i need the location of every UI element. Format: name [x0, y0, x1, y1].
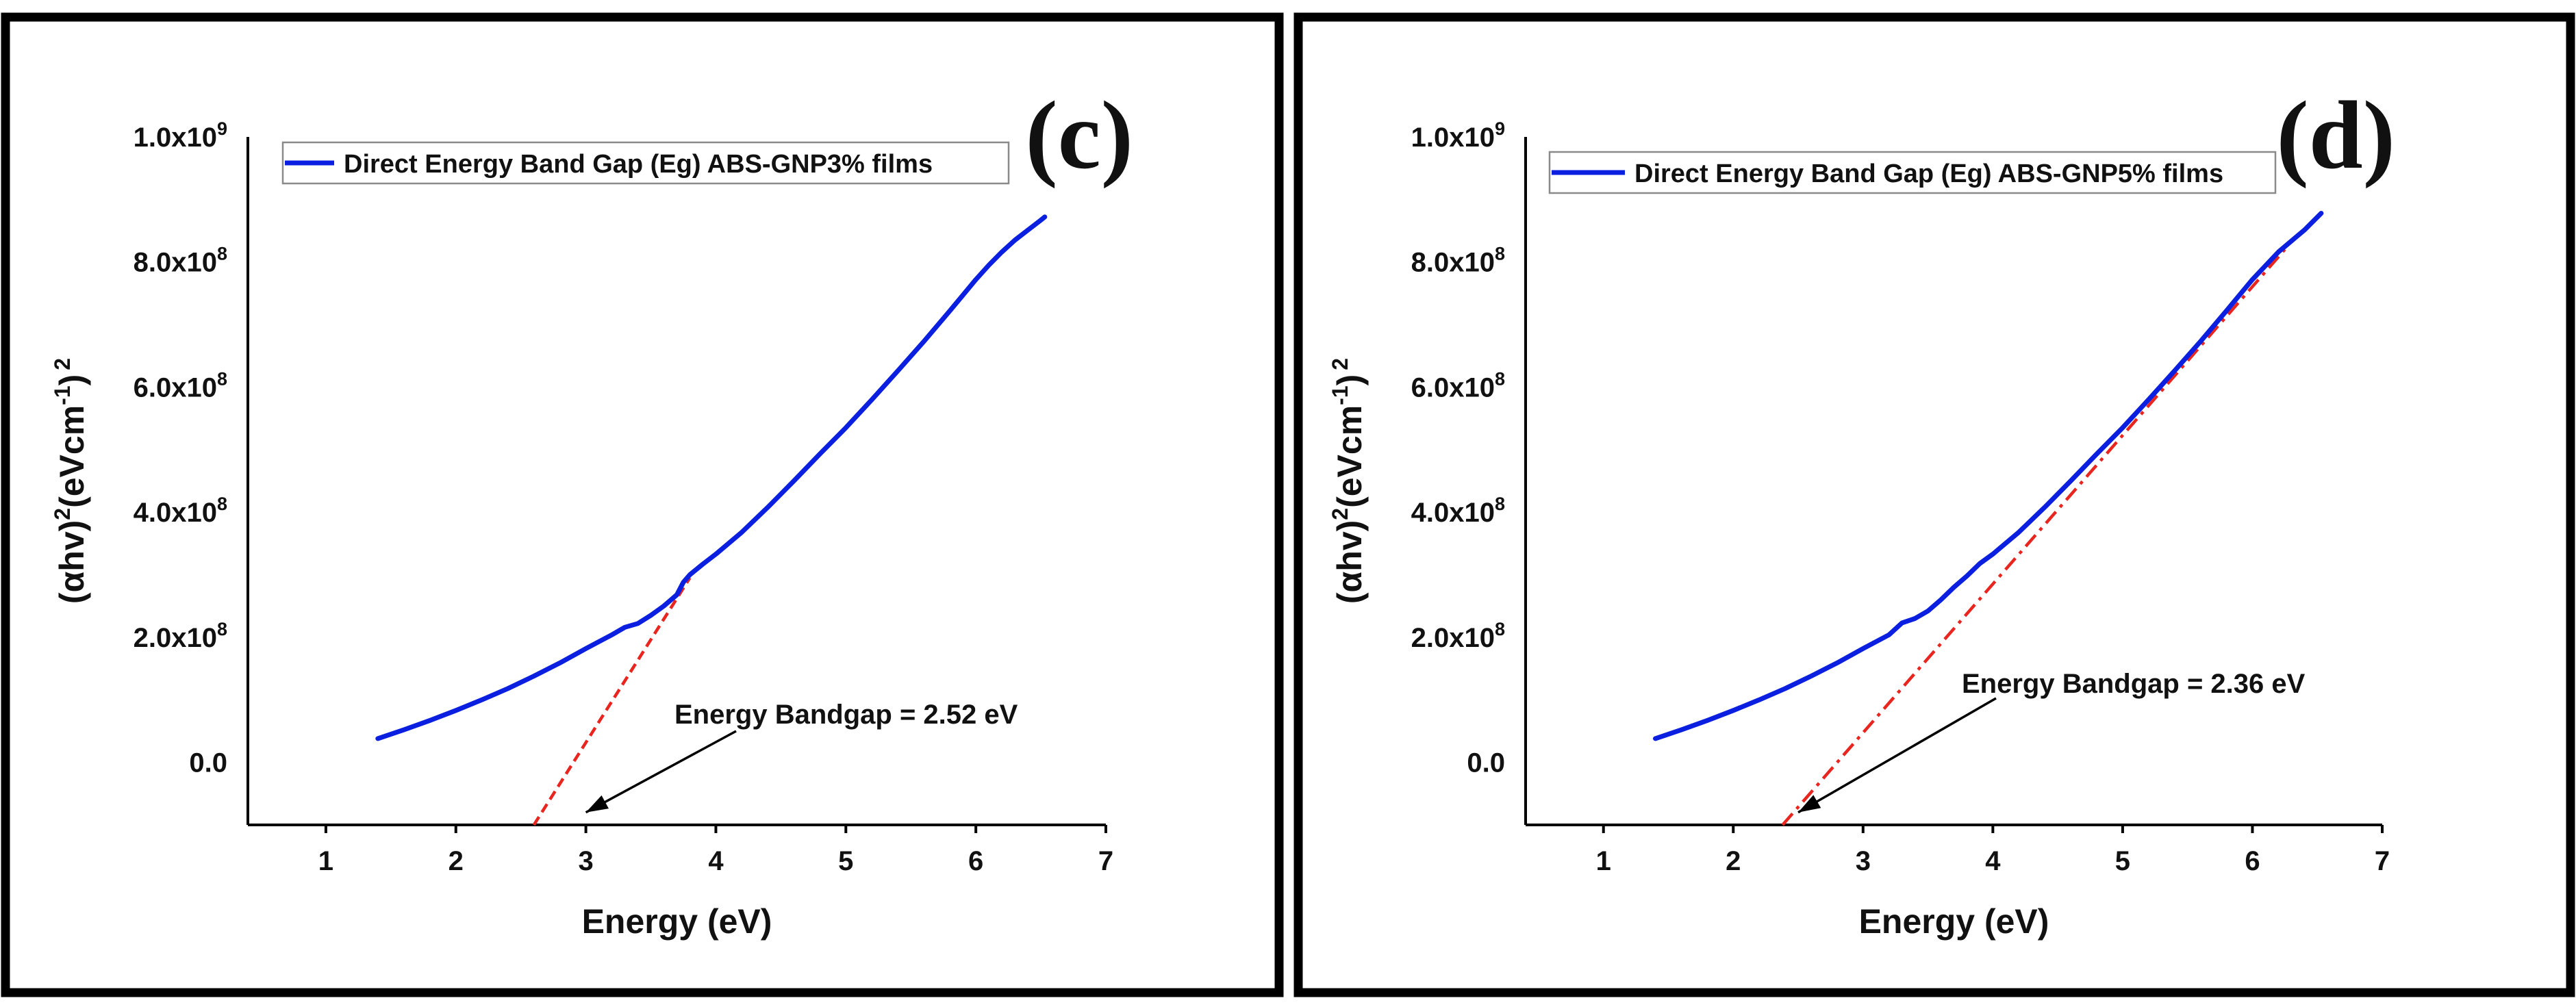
x-tick-label: 4	[1985, 846, 2001, 876]
legend: Direct Energy Band Gap (Eg) ABS-GNP3% fi…	[281, 141, 1010, 185]
panel-c-frame	[1, 12, 1284, 997]
panel-c: 1 2 3 4 5 6 7 0.0 2.0x108 4.0x108 6.0x108 8.0x108 1.…	[50, 81, 1133, 941]
panel-label-d: (d)	[2276, 81, 2395, 189]
tangent-fit-line	[532, 576, 692, 826]
x-axis-title: Energy (eV)	[1859, 902, 2049, 941]
x-tick-label: 3	[1856, 846, 1871, 876]
x-tick-label: 2	[449, 846, 464, 876]
x-tick-label: 5	[838, 846, 853, 876]
y-tick-label: 6.0x108	[1411, 368, 1505, 403]
y-tick-label: 4.0x108	[134, 494, 227, 528]
y-axis-title: (αhv)2(eVcm-1)2	[50, 358, 91, 604]
legend-label: Direct Energy Band Gap (Eg) ABS-GNP5% fi…	[1634, 160, 2223, 188]
x-tick-label: 5	[2115, 846, 2130, 876]
legend: Direct Energy Band Gap (Eg) ABS-GNP5% fi…	[1548, 151, 2277, 194]
series-line-d	[1653, 211, 2324, 741]
x-tick-label: 7	[2375, 846, 2390, 876]
annotation-arrowhead	[1798, 795, 1821, 813]
y-tick-label: 2.0x108	[1411, 619, 1505, 653]
x-tick-label: 6	[968, 846, 983, 876]
y-tick-label: 8.0x108	[1411, 244, 1505, 278]
bandgap-annotation: Energy Bandgap = 2.52 eV	[674, 700, 1018, 730]
x-tick-label: 7	[1098, 846, 1113, 876]
legend-label: Direct Energy Band Gap (Eg) ABS-GNP3% fi…	[344, 150, 933, 179]
x-tick-label: 6	[2245, 846, 2260, 876]
panel-d-frame	[1293, 12, 2575, 997]
y-axis-title: (αhv)2(eVcm-1)2	[1328, 358, 1369, 604]
legend-box	[281, 141, 1010, 185]
panel-d: 1 2 3 4 5 6 7 0.0 2.0x108 4.0x108 6.0x108 8.0x108 1.…	[1328, 81, 2395, 941]
x-axis-title: Energy (eV)	[582, 902, 772, 941]
x-tick-label: 3	[578, 846, 593, 876]
bandgap-annotation: Energy Bandgap = 2.36 eV	[1962, 669, 2306, 699]
x-tick-label: 1	[318, 846, 333, 876]
tangent-fit-line	[1781, 248, 2286, 826]
y-tick-label: 1.0x109	[1411, 118, 1505, 153]
y-tick-label: 0.0	[189, 748, 227, 778]
y-tick-label: 2.0x108	[134, 619, 227, 653]
annotation-arrow	[585, 730, 737, 814]
y-tick-label: 4.0x108	[1411, 494, 1505, 528]
series-line-c	[375, 214, 1048, 741]
y-tick-label: 0.0	[1467, 748, 1505, 778]
x-tick-label: 1	[1596, 846, 1611, 876]
y-tick-label: 8.0x108	[134, 244, 227, 278]
panel-label-c: (c)	[1025, 81, 1133, 189]
x-tick-label: 4	[708, 846, 724, 876]
legend-box	[1548, 151, 2277, 194]
annotation-arrow	[1797, 697, 1997, 814]
annotation-arrowhead	[585, 795, 609, 813]
x-tick-label: 2	[1726, 846, 1741, 876]
y-tick-label: 6.0x108	[134, 368, 227, 403]
y-tick-label: 1.0x109	[134, 118, 227, 153]
